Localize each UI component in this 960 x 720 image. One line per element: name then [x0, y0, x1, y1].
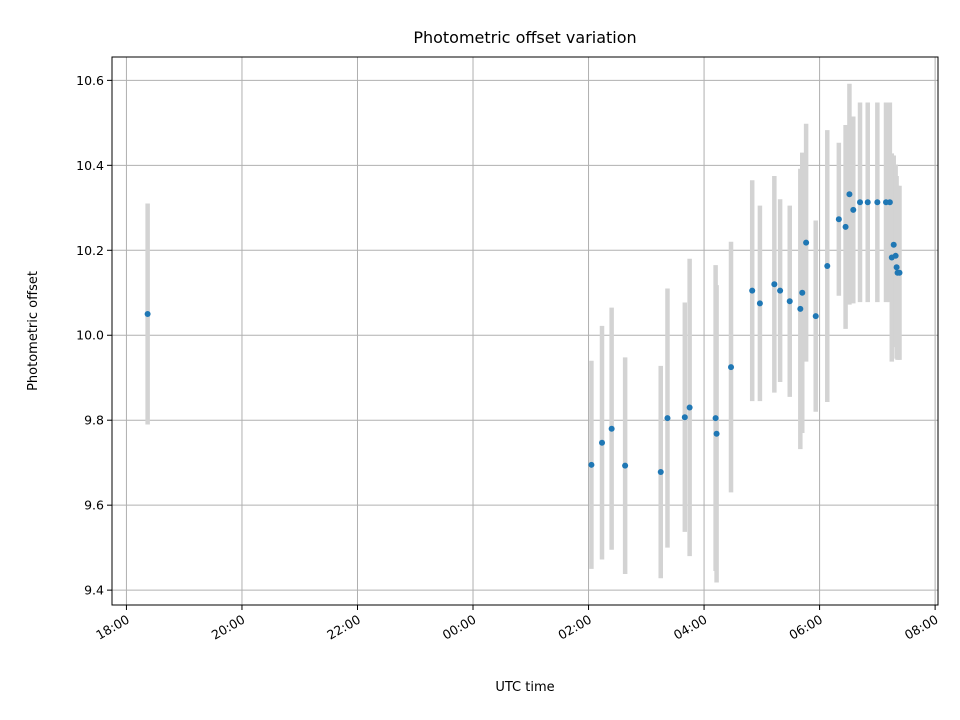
data-point [664, 415, 671, 422]
x-axis-label: UTC time [495, 680, 554, 695]
data-point [886, 199, 893, 206]
data-point [756, 300, 763, 307]
chart-title: Photometric offset variation [413, 28, 636, 47]
data-point [893, 264, 900, 271]
data-point [857, 199, 864, 206]
data-point [712, 415, 719, 422]
data-point [799, 289, 806, 296]
y-axis-ticks: 9.4 9.6 9.8 10.0 10.2 10.4 10.6 [76, 73, 112, 598]
y-tick-label: 10.4 [76, 158, 104, 173]
data-point [896, 269, 903, 276]
data-point [144, 311, 151, 318]
data-point [874, 199, 881, 206]
y-tick-label: 10.2 [76, 243, 104, 258]
data-points [144, 191, 903, 476]
data-point [713, 430, 720, 437]
data-point [835, 216, 842, 223]
data-point [850, 206, 857, 213]
data-point [824, 263, 831, 270]
y-tick-label: 10.0 [76, 328, 104, 343]
data-point [608, 425, 615, 432]
data-point [728, 364, 735, 371]
data-point [797, 305, 804, 312]
y-tick-label: 9.8 [84, 413, 104, 428]
data-point [777, 287, 784, 294]
data-point [786, 298, 793, 305]
data-point [681, 414, 688, 421]
data-point [588, 461, 595, 468]
data-point [803, 239, 810, 246]
data-point [846, 191, 853, 198]
data-point [599, 439, 606, 446]
data-point [890, 241, 897, 248]
data-point [749, 287, 756, 294]
y-tick-label: 10.6 [76, 73, 104, 88]
data-point [812, 313, 819, 320]
data-point [842, 223, 849, 230]
data-point [892, 252, 899, 259]
data-point [864, 199, 871, 206]
y-axis-label: Photometric offset [26, 271, 41, 391]
grid [112, 57, 938, 605]
data-point [686, 404, 693, 411]
y-tick-label: 9.4 [84, 583, 104, 598]
data-point [771, 281, 778, 288]
data-point [657, 469, 664, 476]
y-tick-label: 9.6 [84, 498, 104, 513]
data-point [622, 462, 629, 469]
axes-frame [111, 56, 939, 606]
